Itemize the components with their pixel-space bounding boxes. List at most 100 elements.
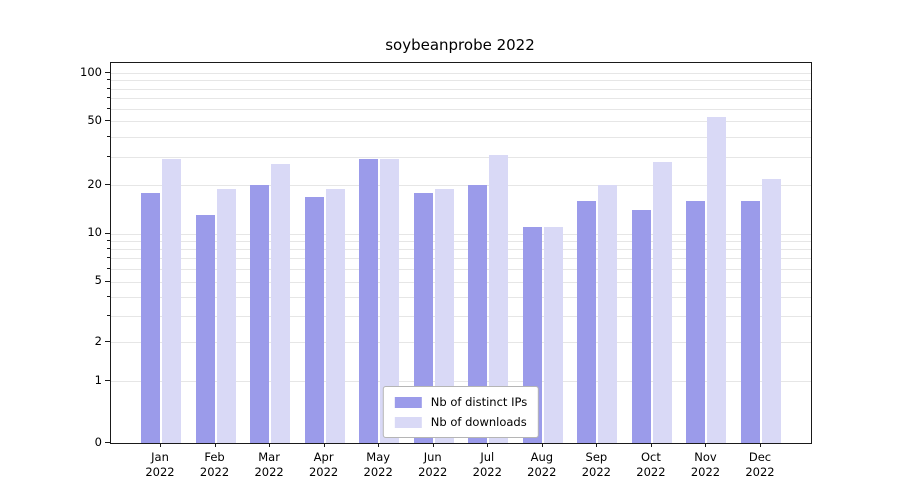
y-tick-label: 0 xyxy=(94,434,102,449)
plot-area: Nb of distinct IPs Nb of downloads xyxy=(110,62,812,444)
x-tick xyxy=(541,443,543,447)
y-minor-tick xyxy=(107,79,110,81)
y-tick xyxy=(105,72,110,73)
bar-downloads xyxy=(762,178,781,443)
bar-downloads xyxy=(380,159,400,443)
gridline xyxy=(111,233,811,235)
y-tick xyxy=(105,380,110,382)
legend-label-downloads: Nb of downloads xyxy=(430,415,527,429)
legend-label-distinct-ips: Nb of distinct IPs xyxy=(430,395,528,409)
x-tick-label: Dec 2022 xyxy=(745,450,775,479)
legend-item-distinct-ips: Nb of distinct IPs xyxy=(394,395,528,409)
x-tick xyxy=(269,443,271,447)
x-tick xyxy=(596,443,598,447)
bar-downloads xyxy=(216,188,236,443)
bar-downloads xyxy=(271,164,291,443)
x-tick xyxy=(705,443,707,447)
y-minor-tick xyxy=(107,239,110,241)
y-minor-tick xyxy=(107,267,110,269)
bar-downloads xyxy=(707,117,727,443)
bar-downloads xyxy=(489,154,509,443)
y-minor-tick xyxy=(107,107,110,109)
y-minor-tick xyxy=(107,96,110,98)
bar-downloads xyxy=(325,188,345,443)
y-tick-label: 5 xyxy=(94,273,102,287)
y-minor-tick xyxy=(107,248,110,250)
bar-downloads xyxy=(162,159,181,443)
bar-distinct-ips xyxy=(577,200,597,443)
bar-distinct-ips xyxy=(304,196,324,443)
gridline xyxy=(111,281,811,283)
bar-distinct-ips xyxy=(413,192,433,443)
x-tick-label: Apr 2022 xyxy=(308,450,339,479)
bar-distinct-ips xyxy=(359,159,379,443)
gridline xyxy=(111,381,811,383)
x-tick-label: Jun 2022 xyxy=(418,450,448,479)
gridline xyxy=(111,97,811,99)
x-tick-label: Oct 2022 xyxy=(636,450,666,479)
y-minor-tick xyxy=(107,135,110,137)
y-tick-label: 1 xyxy=(94,372,102,387)
y-minor-tick xyxy=(107,295,110,297)
y-minor-tick xyxy=(107,257,110,259)
gridline xyxy=(111,342,811,344)
gridline xyxy=(111,88,811,90)
gridline xyxy=(111,108,811,110)
gridline xyxy=(111,296,811,298)
y-tick xyxy=(105,184,110,186)
bar-downloads xyxy=(543,226,563,443)
bar-distinct-ips xyxy=(741,200,760,443)
gridline xyxy=(111,73,811,74)
gridline xyxy=(111,249,811,251)
gridline xyxy=(111,268,811,270)
x-tick xyxy=(160,443,161,447)
x-tick xyxy=(760,443,761,447)
bar-distinct-ips xyxy=(468,185,488,443)
y-minor-tick xyxy=(107,156,110,158)
x-tick xyxy=(487,443,489,447)
bar-distinct-ips xyxy=(141,192,160,443)
x-tick-label: Mar 2022 xyxy=(254,450,284,479)
bar-distinct-ips xyxy=(250,185,270,443)
bar-distinct-ips xyxy=(195,215,215,443)
gridline xyxy=(111,80,811,82)
bar-downloads xyxy=(434,188,454,443)
gridline xyxy=(111,185,811,187)
legend-swatch-distinct-ips xyxy=(394,396,422,408)
y-tick-label: 100 xyxy=(80,64,102,79)
legend-item-downloads: Nb of downloads xyxy=(394,415,527,429)
bar-downloads xyxy=(652,161,672,443)
gridline xyxy=(111,258,811,260)
y-tick xyxy=(105,341,110,343)
x-tick xyxy=(650,443,652,447)
gridline xyxy=(111,136,811,138)
bar-distinct-ips xyxy=(686,200,706,443)
y-tick-label: 10 xyxy=(87,225,102,240)
y-tick xyxy=(105,442,110,443)
gridline xyxy=(111,316,811,317)
y-tick-label: 20 xyxy=(87,176,102,191)
x-tick-label: Aug 2022 xyxy=(527,450,557,479)
x-tick-label: Jan 2022 xyxy=(145,450,175,479)
y-tick-label: 2 xyxy=(94,333,102,348)
y-tick xyxy=(105,280,110,282)
y-tick xyxy=(105,120,110,122)
x-tick xyxy=(432,443,434,447)
x-tick-label: Jul 2022 xyxy=(472,450,502,479)
y-minor-tick xyxy=(107,87,110,89)
legend-swatch-downloads xyxy=(394,416,422,428)
y-tick xyxy=(105,232,110,234)
x-tick xyxy=(378,443,380,447)
chart-title: soybeanprobe 2022 xyxy=(385,36,535,54)
y-tick-label: 50 xyxy=(87,112,102,127)
bar-downloads xyxy=(598,185,618,443)
x-tick xyxy=(323,443,325,447)
bar-distinct-ips xyxy=(631,210,651,443)
gridline xyxy=(111,121,811,123)
x-tick-label: Feb 2022 xyxy=(199,450,230,479)
x-tick-label: May 2022 xyxy=(363,450,393,479)
y-minor-tick xyxy=(107,315,110,316)
x-tick-label: Nov 2022 xyxy=(690,450,721,479)
gridline xyxy=(111,240,811,242)
legend: Nb of distinct IPs Nb of downloads xyxy=(382,386,540,438)
